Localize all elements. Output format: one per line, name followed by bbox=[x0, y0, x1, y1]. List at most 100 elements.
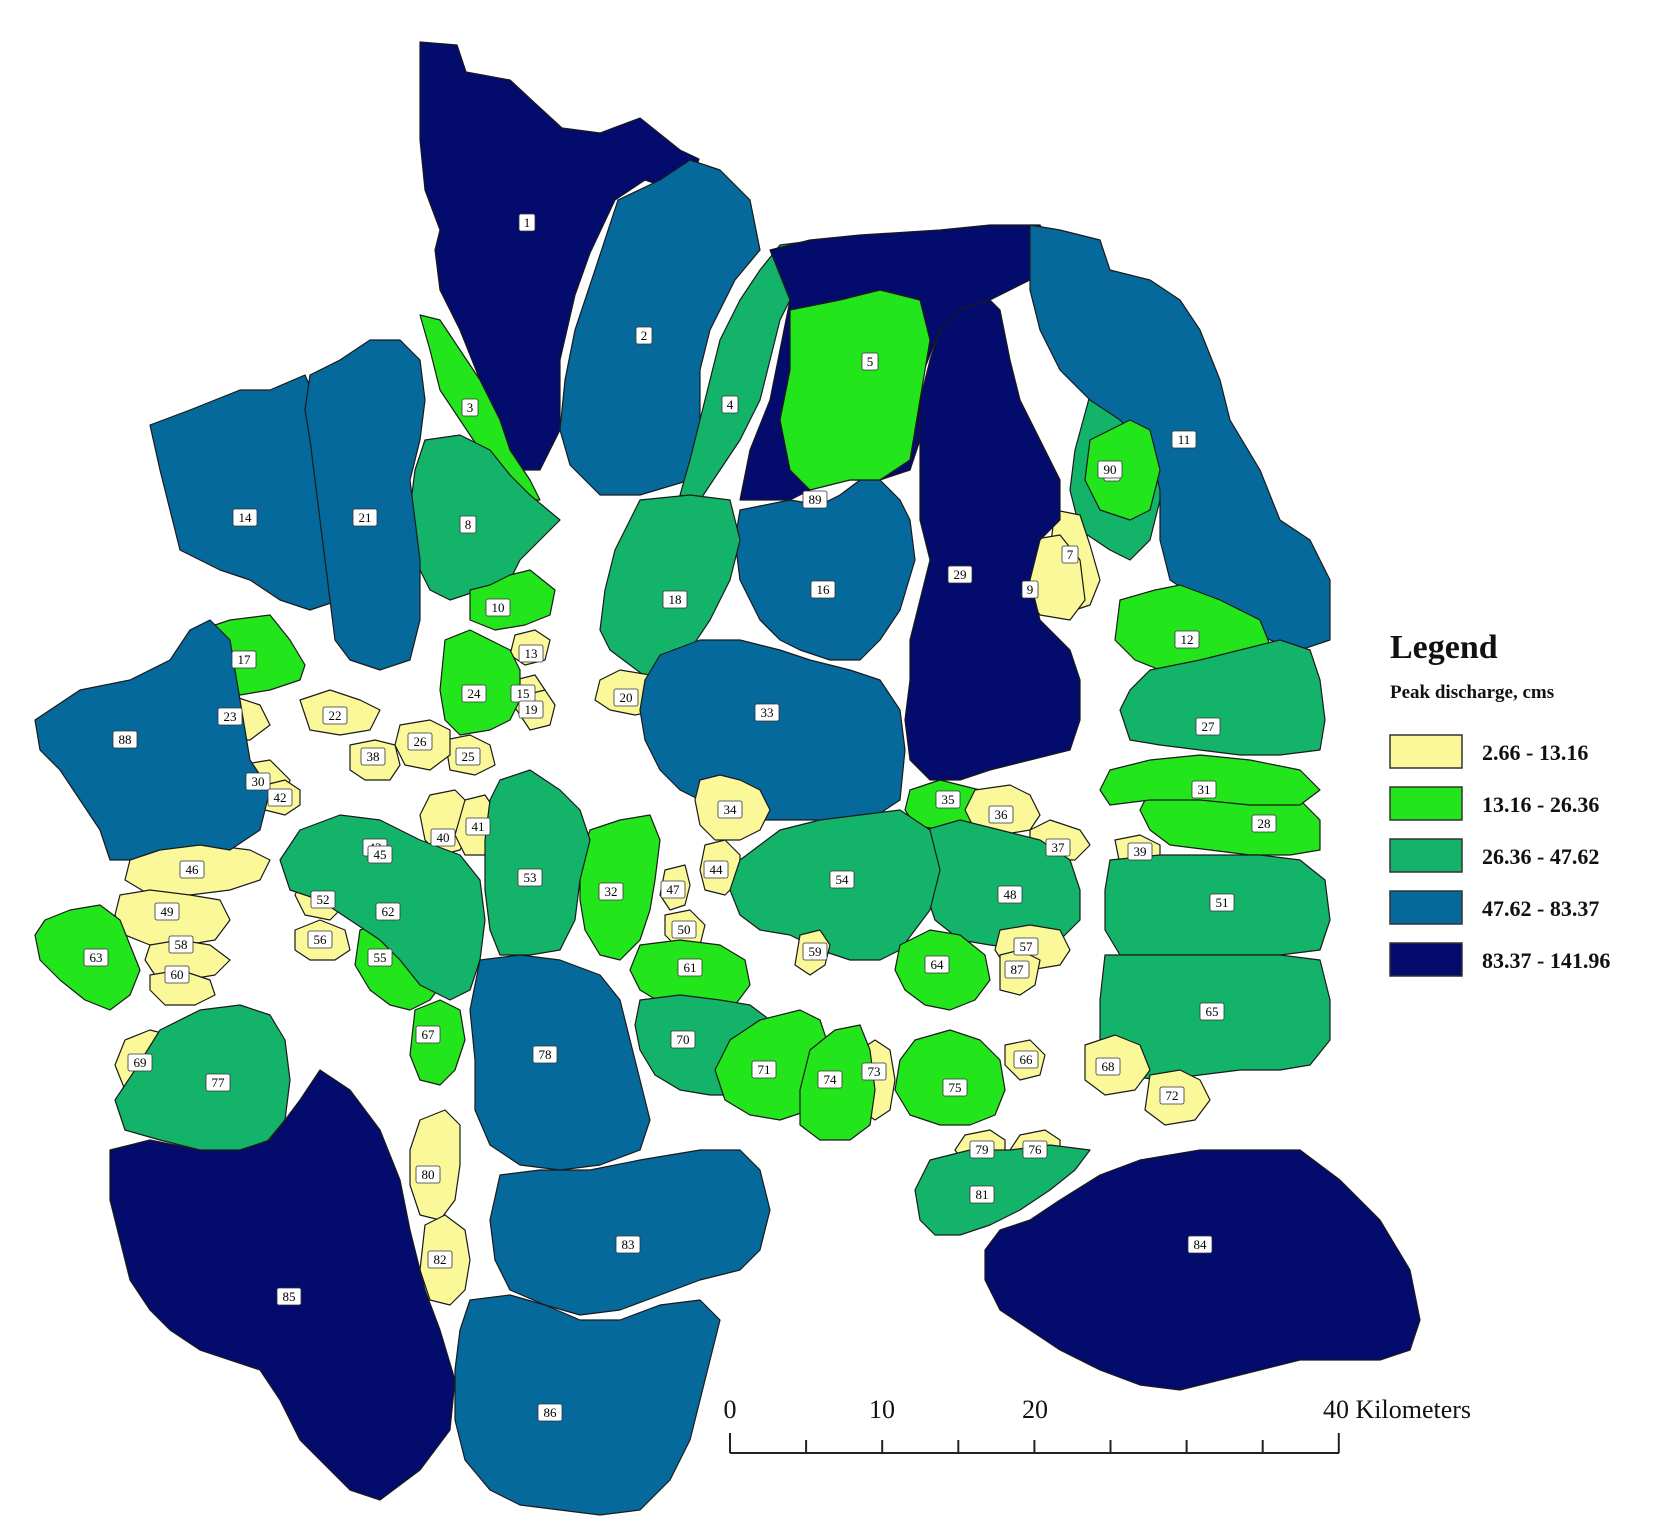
subbasin-77 bbox=[114, 1004, 291, 1156]
subbasin-label-text-45: 45 bbox=[374, 847, 387, 862]
subbasin-label-55: 55 bbox=[367, 948, 393, 967]
subbasin-label-box-27 bbox=[1195, 717, 1221, 736]
subbasin-label-box-78 bbox=[532, 1045, 558, 1064]
subbasin-label-box-80 bbox=[415, 1165, 441, 1184]
subbasin-label-text-42: 42 bbox=[274, 790, 287, 805]
subbasin-label-box-28 bbox=[1251, 814, 1277, 833]
subbasin-label-box-47 bbox=[660, 880, 686, 899]
subbasin-label-34: 34 bbox=[717, 800, 743, 819]
legend-swatch bbox=[1389, 942, 1463, 977]
subbasin-label-text-60: 60 bbox=[171, 967, 184, 982]
subbasin-80 bbox=[409, 1109, 461, 1221]
subbasin-label-text-61: 61 bbox=[684, 960, 697, 975]
subbasin-label-text-4: 4 bbox=[727, 397, 734, 412]
subbasin-label-16: 16 bbox=[810, 580, 836, 599]
subbasin-label-box-65 bbox=[1199, 1002, 1225, 1021]
subbasin-label-32: 32 bbox=[598, 882, 624, 901]
subbasin-label-18: 18 bbox=[662, 590, 688, 609]
subbasin-label-41: 41 bbox=[465, 817, 491, 836]
subbasin-label-box-81 bbox=[969, 1185, 995, 1204]
subbasin-label-box-59 bbox=[802, 942, 828, 961]
subbasin-label-2: 2 bbox=[635, 326, 653, 345]
subbasin-label-69: 69 bbox=[127, 1053, 153, 1072]
subbasin-label-box-3 bbox=[461, 398, 479, 417]
subbasin-label-box-40 bbox=[430, 828, 456, 847]
subbasin-label-text-58: 58 bbox=[175, 937, 188, 952]
subbasin-label-33: 33 bbox=[754, 703, 780, 722]
subbasin-label-box-45 bbox=[367, 845, 393, 864]
subbasin-label-15: 15 bbox=[510, 684, 536, 703]
subbasin-84 bbox=[984, 1149, 1421, 1391]
subbasin-label-81: 81 bbox=[969, 1185, 995, 1204]
subbasin-label-14: 14 bbox=[232, 508, 258, 527]
subbasin-label-90: 90 bbox=[1097, 460, 1123, 479]
subbasin-label-box-16 bbox=[810, 580, 836, 599]
subbasin-label-box-61 bbox=[677, 958, 703, 977]
subbasin-label-31: 31 bbox=[1191, 780, 1217, 799]
subbasin-label-box-10 bbox=[485, 598, 511, 617]
subbasin-label-text-53: 53 bbox=[524, 870, 537, 885]
subbasin-label-85: 85 bbox=[276, 1287, 302, 1306]
subbasin-label-79: 79 bbox=[969, 1140, 995, 1159]
subbasin-24 bbox=[439, 629, 521, 736]
subbasin-label-text-41: 41 bbox=[472, 819, 485, 834]
subbasin-label-73: 73 bbox=[861, 1062, 887, 1081]
subbasin-label-46: 46 bbox=[179, 860, 205, 879]
legend-label: 13.16 - 26.36 bbox=[1482, 792, 1599, 817]
subbasin-label-87: 87 bbox=[1004, 960, 1030, 979]
subbasin-label-text-8: 8 bbox=[465, 517, 472, 532]
subbasin-label-4: 4 bbox=[721, 395, 739, 414]
subbasin-label-text-5: 5 bbox=[867, 354, 874, 369]
subbasin-label-text-15: 15 bbox=[517, 686, 530, 701]
subbasin-label-box-33 bbox=[754, 703, 780, 722]
subbasin-label-box-19 bbox=[518, 700, 544, 719]
subbasin-label-54: 54 bbox=[829, 870, 855, 889]
subbasin-label-17: 17 bbox=[231, 650, 257, 669]
subbasin-label-text-82: 82 bbox=[434, 1252, 447, 1267]
subbasin-label-83: 83 bbox=[615, 1235, 641, 1254]
subbasin-label-text-40: 40 bbox=[437, 830, 450, 845]
subbasin-label-text-54: 54 bbox=[836, 872, 850, 887]
subbasin-label-61: 61 bbox=[677, 958, 703, 977]
subbasin-label-box-90 bbox=[1097, 460, 1123, 479]
subbasin-label-89: 89 bbox=[802, 490, 828, 509]
subbasin-label-box-85 bbox=[276, 1287, 302, 1306]
subbasin-label-box-11 bbox=[1171, 430, 1197, 449]
subbasin-label-47: 47 bbox=[660, 880, 686, 899]
subbasin-label-text-56: 56 bbox=[314, 932, 328, 947]
subbasin-label-text-44: 44 bbox=[710, 862, 724, 877]
subbasin-label-9: 9 bbox=[1021, 580, 1039, 599]
subbasin-label-84: 84 bbox=[1187, 1235, 1213, 1254]
scale-bar-ticks bbox=[729, 1433, 1340, 1453]
subbasin-layer bbox=[34, 41, 1421, 1516]
subbasin-label-box-14 bbox=[232, 508, 258, 527]
subbasin-label-text-26: 26 bbox=[414, 734, 428, 749]
subbasin-label-text-16: 16 bbox=[817, 582, 831, 597]
subbasin-label-65: 65 bbox=[1199, 1002, 1225, 1021]
subbasin-label-box-89 bbox=[802, 490, 828, 509]
subbasin-label-box-82 bbox=[427, 1250, 453, 1269]
subbasin-label-text-51: 51 bbox=[1216, 895, 1229, 910]
subbasin-label-text-89: 89 bbox=[809, 492, 822, 507]
subbasin-label-text-75: 75 bbox=[949, 1080, 962, 1095]
subbasin-label-58: 58 bbox=[168, 935, 194, 954]
subbasin-label-text-37: 37 bbox=[1052, 840, 1066, 855]
subbasin-label-19: 19 bbox=[518, 700, 544, 719]
subbasin-label-box-54 bbox=[829, 870, 855, 889]
subbasin-1 bbox=[419, 41, 700, 471]
subbasin-label-box-62 bbox=[375, 902, 401, 921]
subbasin-label-text-10: 10 bbox=[492, 600, 505, 615]
subbasin-label-box-34 bbox=[717, 800, 743, 819]
subbasin-label-text-11: 11 bbox=[1178, 432, 1191, 447]
subbasin-label-39: 39 bbox=[1127, 842, 1153, 861]
subbasin-label-text-76: 76 bbox=[1029, 1142, 1043, 1157]
subbasin-label-box-56 bbox=[307, 930, 333, 949]
subbasin-label-text-66: 66 bbox=[1020, 1052, 1034, 1067]
subbasin-label-text-48: 48 bbox=[1004, 887, 1017, 902]
subbasin-label-text-22: 22 bbox=[329, 708, 342, 723]
subbasin-33 bbox=[639, 639, 906, 821]
subbasin-label-box-25 bbox=[455, 747, 481, 766]
subbasin-29 bbox=[904, 299, 1081, 781]
subbasin-label-box-83 bbox=[615, 1235, 641, 1254]
